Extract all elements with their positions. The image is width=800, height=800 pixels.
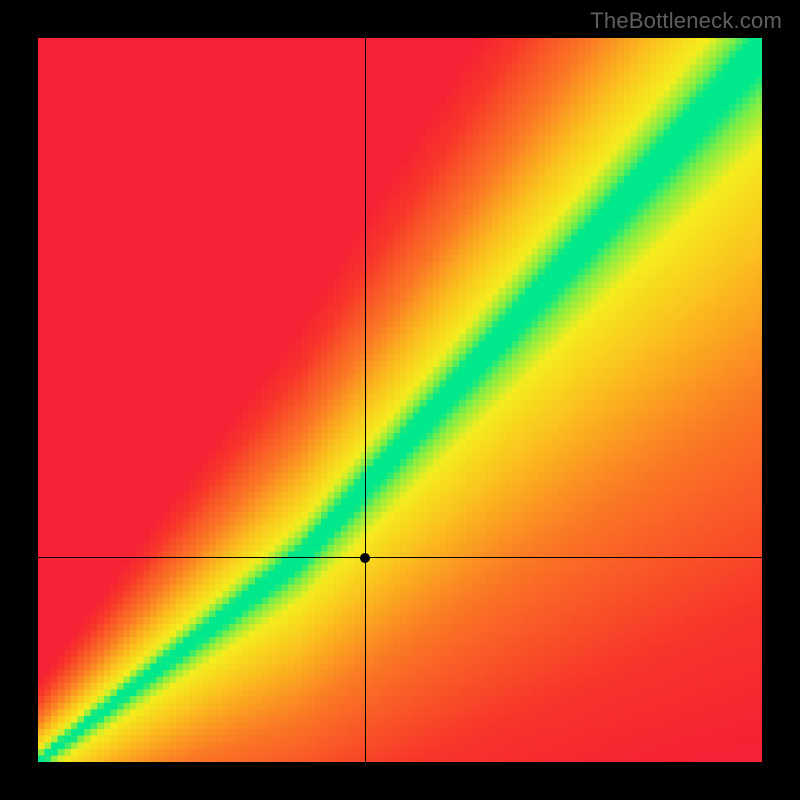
crosshair-vertical — [365, 38, 366, 762]
plot-area — [38, 38, 762, 762]
watermark-text: TheBottleneck.com — [590, 8, 782, 34]
crosshair-marker-dot — [360, 553, 370, 563]
crosshair-horizontal — [38, 557, 762, 558]
bottleneck-heatmap — [38, 38, 762, 762]
figure-container: TheBottleneck.com — [0, 0, 800, 800]
